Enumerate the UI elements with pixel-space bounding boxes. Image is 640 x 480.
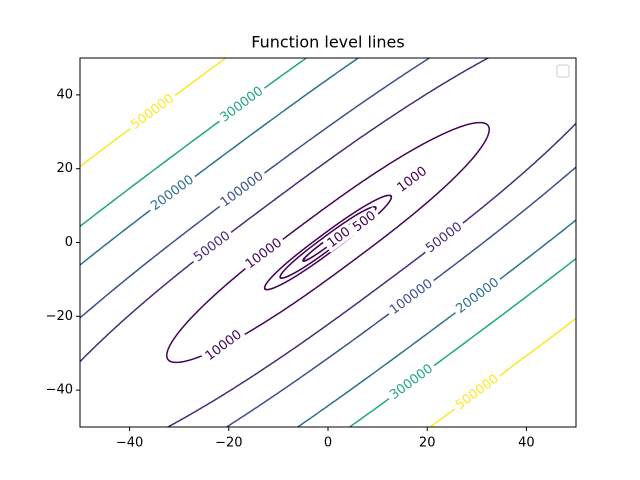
contour-line <box>80 58 576 427</box>
contour-line <box>279 206 377 279</box>
contour-label-bg <box>385 359 439 405</box>
contour-label-bg <box>200 325 247 366</box>
contour-label-bg <box>146 171 200 216</box>
contour-label-bg <box>189 227 236 267</box>
y-tick-label: −40 <box>46 383 73 398</box>
legend <box>556 64 570 78</box>
contour-label-bg <box>392 162 433 198</box>
contour-label-bg <box>240 234 288 274</box>
x-tick-label: 40 <box>518 436 535 451</box>
contour-label-bg <box>348 206 382 237</box>
contour-label-bg <box>126 89 180 135</box>
contour-label-bg <box>215 82 269 127</box>
contour-label-bg <box>450 370 504 415</box>
contour-line <box>263 194 393 291</box>
contour-line <box>166 121 490 364</box>
x-tick-label: 0 <box>324 436 332 451</box>
contour-label-bg <box>420 218 468 258</box>
x-tick-label: 20 <box>419 436 436 451</box>
contour-label-bg <box>322 222 356 253</box>
contour-label-bg <box>215 167 269 212</box>
chart-title: Function level lines <box>251 33 404 52</box>
x-tick-label: −20 <box>215 436 242 451</box>
y-tick-label: 40 <box>56 87 73 102</box>
contour-label-bg <box>384 274 438 320</box>
x-tick-label: −40 <box>116 436 143 451</box>
y-tick-label: 20 <box>56 161 73 176</box>
contour-label-bg <box>451 273 505 319</box>
y-tick-label: 0 <box>65 235 73 250</box>
y-tick-label: −20 <box>46 309 73 324</box>
